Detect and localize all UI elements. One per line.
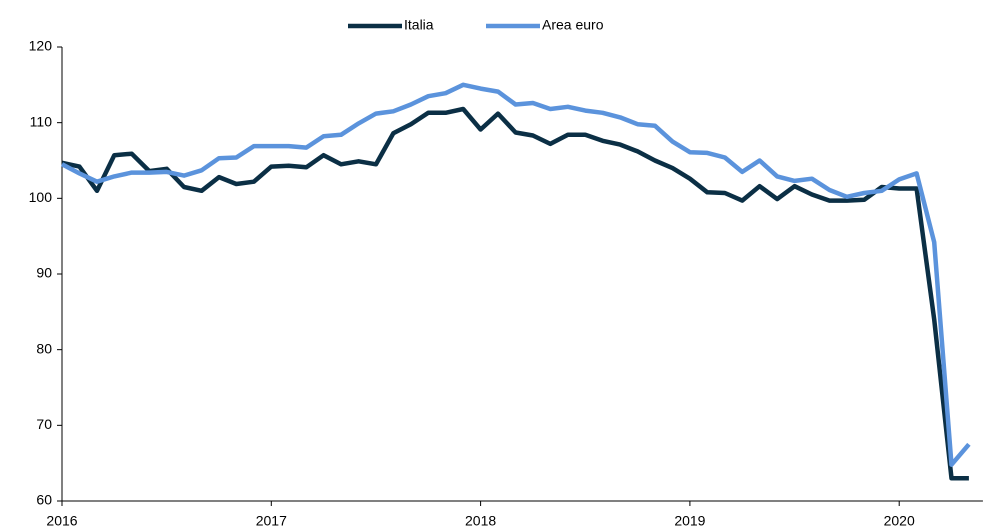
y-tick-label: 70: [36, 416, 52, 432]
y-tick-label: 110: [30, 113, 53, 129]
y-tick-label: 90: [36, 265, 52, 281]
x-tick-label: 2020: [884, 513, 915, 529]
x-tick-label: 2019: [674, 513, 705, 529]
y-tick-label: 100: [29, 189, 53, 205]
x-tick-label: 2018: [465, 513, 496, 529]
x-tick-label: 2016: [46, 513, 77, 529]
x-tick-label: 2017: [256, 513, 287, 529]
series-line: [61, 106, 969, 481]
legend-label: Italia: [404, 17, 434, 33]
y-tick-label: 80: [36, 340, 52, 356]
legend-label: Area euro: [542, 17, 604, 33]
y-tick-label: 120: [29, 38, 53, 54]
series-line: [60, 82, 971, 467]
y-tick-label: 60: [36, 492, 52, 508]
